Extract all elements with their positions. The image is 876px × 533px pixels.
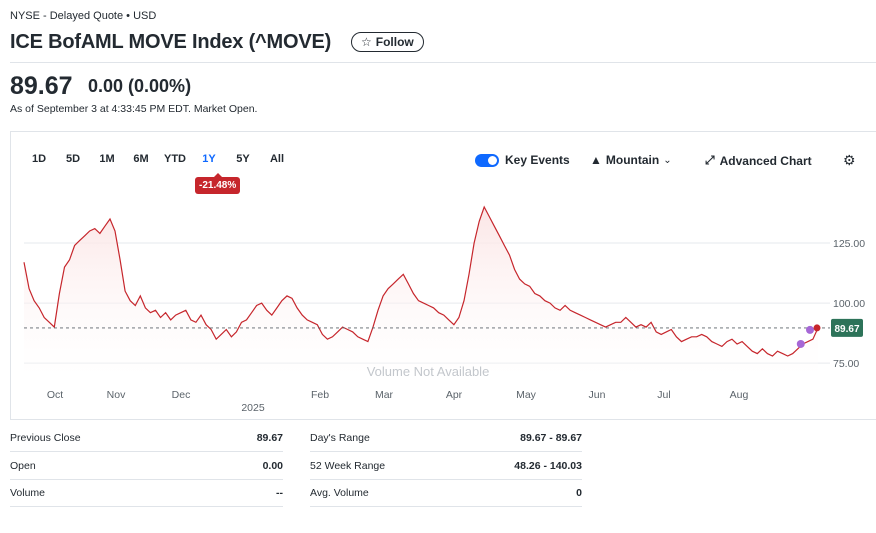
advanced-chart-button[interactable]: ⤢ Advanced Chart <box>705 153 812 168</box>
stat-label: Avg. Volume <box>310 487 369 499</box>
stat-row: Previous Close 89.67 <box>10 425 283 452</box>
chart-type-dropdown[interactable]: ▲ Mountain ⌄ <box>590 153 672 167</box>
header-divider <box>10 62 876 63</box>
x-tick-label: Apr <box>446 389 463 401</box>
stat-value: -- <box>276 487 283 499</box>
stat-value: 0 <box>576 487 582 499</box>
x-tick-label: Jun <box>589 389 606 401</box>
range-1y[interactable]: 1Y <box>202 153 216 165</box>
stat-value: 0.00 <box>262 459 283 472</box>
range-selector: 1D 5D 1M 6M YTD 1Y 5Y All <box>22 153 294 165</box>
as-of-timestamp: As of September 3 at 4:33:45 PM EDT. Mar… <box>10 103 258 115</box>
stat-label: Open <box>10 459 36 472</box>
chevron-down-icon: ⌄ <box>663 154 672 166</box>
stat-label: Previous Close <box>10 432 81 444</box>
stat-row: Day's Range 89.67 - 89.67 <box>310 425 582 452</box>
stat-row: Volume -- <box>10 480 283 507</box>
range-1d[interactable]: 1D <box>31 153 47 165</box>
series-line <box>23 205 819 357</box>
x-tick-label: Aug <box>730 389 749 401</box>
range-ytd[interactable]: YTD <box>164 153 186 165</box>
range-6m[interactable]: 6M <box>133 153 149 165</box>
mountain-icon: ▲ <box>590 153 602 167</box>
star-icon: ☆ <box>361 35 372 49</box>
x-tick-label: Jul <box>657 389 670 401</box>
x-tick-label: Dec <box>172 389 191 401</box>
range-1m[interactable]: 1M <box>99 153 115 165</box>
stat-value: 89.67 <box>256 432 283 444</box>
price-change: 0.00 (0.00%) <box>88 76 192 96</box>
stat-row: Open 0.00 <box>10 453 283 480</box>
x-tick-label: Feb <box>311 389 329 401</box>
last-price-label: 89.67 <box>834 324 859 335</box>
y-tick-label: 125.00 <box>833 238 865 250</box>
exchange-label: NYSE - Delayed Quote • USD <box>10 10 157 22</box>
stat-value: 89.67 - 89.67 <box>520 432 582 444</box>
y-tick-label: 75.00 <box>833 358 859 370</box>
chart-container <box>10 131 876 420</box>
follow-button[interactable]: ☆ Follow <box>351 32 424 52</box>
key-events-label: Key Events <box>505 153 570 167</box>
stat-row: 52 Week Range 48.26 - 140.03 <box>310 453 582 480</box>
price: 89.67 <box>10 72 73 100</box>
chart-type-label: Mountain <box>605 153 660 167</box>
stat-label: Volume <box>10 487 46 499</box>
toggle-switch[interactable] <box>475 153 499 167</box>
x-year-label: 2025 <box>241 402 265 414</box>
page-title: ICE BofAML MOVE Index (^MOVE) <box>10 31 332 53</box>
x-tick-label: Mar <box>375 389 394 401</box>
event-dot <box>796 339 805 348</box>
x-tick-label: Oct <box>47 389 63 401</box>
stat-label: 52 Week Range <box>310 459 386 472</box>
last-price-tag <box>831 318 863 337</box>
gear-icon[interactable]: ⚙ <box>843 152 856 168</box>
range-change-badge: -21.48% <box>195 173 241 194</box>
range-5y[interactable]: 5Y <box>236 153 250 165</box>
range-5d[interactable]: 5D <box>65 153 81 165</box>
stat-value: 48.26 - 140.03 <box>514 459 582 472</box>
follow-label: Follow <box>375 35 414 49</box>
range-all[interactable]: All <box>269 153 285 165</box>
y-tick-label: 100.00 <box>833 298 865 310</box>
area-fill <box>24 207 818 380</box>
advanced-chart-label: Advanced Chart <box>719 153 812 168</box>
stat-label: Day's Range <box>310 432 370 444</box>
key-events-toggle[interactable]: Key Events <box>475 153 570 167</box>
stat-row: Avg. Volume 0 <box>310 480 582 507</box>
last-point-dot <box>813 324 821 332</box>
event-dot <box>806 325 814 334</box>
x-tick-label: May <box>516 389 537 401</box>
expand-icon: ⤢ <box>705 153 715 167</box>
x-tick-label: Nov <box>107 389 126 401</box>
volume-not-available: Volume Not Available <box>367 364 490 379</box>
